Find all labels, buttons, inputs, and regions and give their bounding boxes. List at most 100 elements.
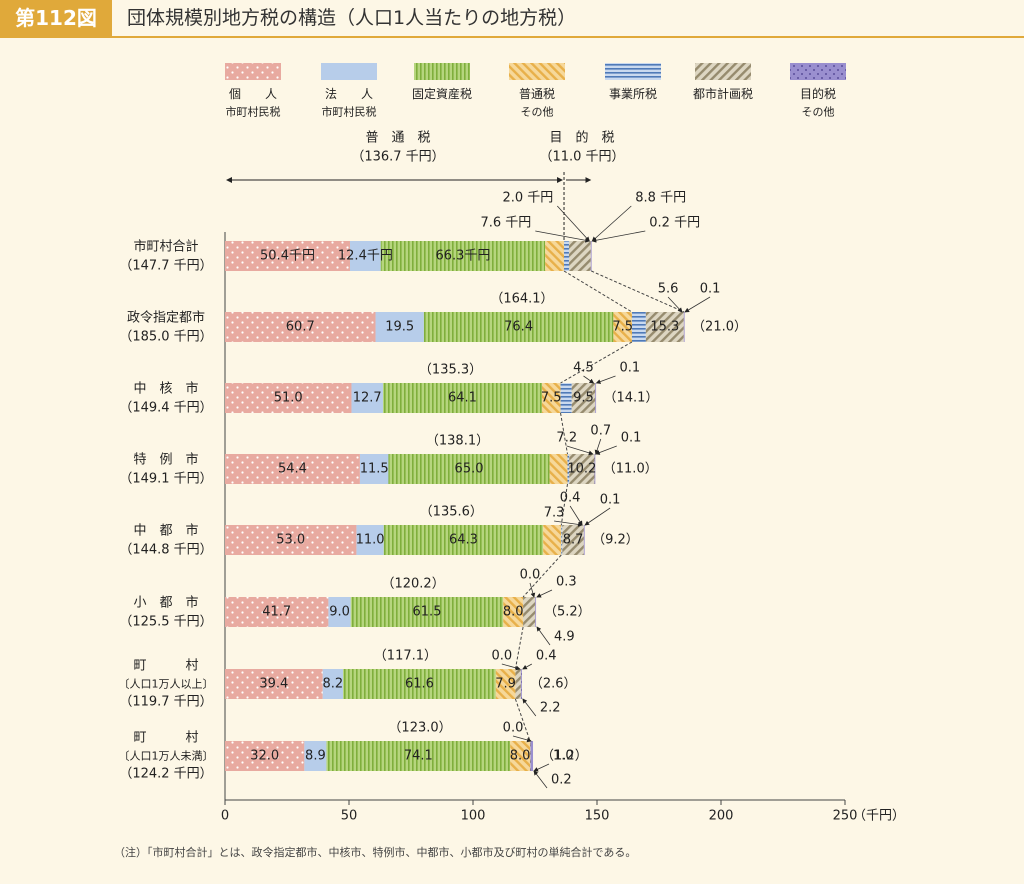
- boundary-connector: [514, 626, 524, 670]
- callout-leader: [583, 375, 595, 384]
- bar-other_purpose: [535, 597, 537, 627]
- bar-individual: [225, 312, 376, 342]
- callout-leader: [533, 770, 548, 789]
- bar-fixed_asset: [380, 241, 546, 271]
- bar-other_general: [549, 454, 568, 484]
- callout-label: 7.6 千円: [480, 216, 531, 231]
- general-tax-total: （138.1）: [426, 434, 489, 449]
- callout-label: 0.0: [492, 649, 513, 664]
- x-tick-label: 50: [341, 809, 358, 824]
- legend-label-other_purpose: 目的税: [800, 86, 836, 101]
- data-label-other_general: 7.9: [495, 677, 516, 692]
- data-label-corporate: 11.5: [360, 462, 389, 477]
- callout-leader: [591, 205, 632, 242]
- bar-other_general: [503, 597, 524, 627]
- bar-other_general: [545, 241, 565, 271]
- callout-label: 2.2: [540, 701, 561, 716]
- bar-corporate: [356, 525, 384, 555]
- callout-leader: [569, 505, 583, 526]
- annotation-layer: 50.4千円 12.4千円 66.3千円 市町村合計 （147.7 千円） 60.7 19.…: [119, 191, 747, 789]
- callout-leader: [595, 375, 616, 384]
- callout-leader: [501, 663, 521, 671]
- bar-individual: [225, 454, 360, 484]
- bar-city_planning: [645, 312, 684, 342]
- purpose-tax-total: （14.1）: [604, 391, 659, 406]
- data-label-fixed_asset: 65.0: [455, 462, 484, 477]
- boundary-connector: [522, 554, 562, 598]
- purpose-tax-total: （9.2）: [592, 533, 639, 548]
- callout-label: 0.7: [590, 424, 611, 439]
- boundary-connector: [560, 483, 568, 526]
- bar-individual: [225, 241, 350, 271]
- callout-label: 0.4: [536, 649, 557, 664]
- callout-label: 0.2: [551, 773, 572, 788]
- category-total-label: （149.4 千円）: [119, 401, 212, 416]
- bar-other_purpose: [530, 741, 534, 771]
- bar-fixed_asset: [383, 525, 544, 555]
- boundary-connector: [560, 412, 568, 455]
- callout-label: 0.0: [503, 721, 524, 736]
- legend-label-other_general: 普通税: [519, 87, 555, 101]
- x-tick-label: 0: [221, 809, 229, 824]
- data-label-corporate: 11.0: [356, 533, 385, 548]
- data-label-corporate: 12.7: [353, 391, 382, 406]
- data-label-corporate: 8.2: [323, 677, 344, 692]
- data-label-city_planning: 15.3: [650, 320, 679, 335]
- bar-business_office: [560, 383, 572, 413]
- boundary-connector: [514, 698, 531, 742]
- data-label-individual: 54.4: [278, 462, 307, 477]
- bar-city_planning: [562, 525, 584, 555]
- bar-fixed_asset: [388, 454, 550, 484]
- boundary-connector: [563, 270, 633, 313]
- general-span-name: 普 通 税: [365, 131, 430, 146]
- data-label-fixed_asset: 66.3千円: [435, 249, 490, 264]
- bar-other_purpose: [590, 241, 592, 271]
- bar-corporate: [349, 241, 381, 271]
- category-label: 中 都 市: [133, 523, 198, 539]
- category-total-label: （119.7 千円）: [119, 695, 212, 710]
- legend-sublabel-corporate: 市町村民税: [322, 105, 377, 119]
- legend-swatch-city_planning: [695, 63, 751, 80]
- bar-fixed_asset: [343, 669, 496, 699]
- category-label: 小 都 市: [133, 595, 198, 611]
- data-label-corporate: 19.5: [385, 320, 414, 335]
- legend-swatch-other_general: [509, 63, 565, 80]
- category-label: 特 例 市: [133, 452, 198, 468]
- data-label-other_general: 7.5: [612, 320, 633, 335]
- data-label-other_general: 8.0: [503, 605, 524, 620]
- bar-corporate: [351, 383, 383, 413]
- callout-label: 0.1: [621, 431, 642, 446]
- callout-label: 4.5: [573, 361, 594, 376]
- category-total-label: （149.1 千円）: [119, 472, 212, 487]
- bar-business_office: [567, 454, 570, 484]
- data-label-individual: 60.7: [286, 320, 315, 335]
- bar-other_purpose: [683, 312, 685, 342]
- callout-leader: [522, 698, 537, 717]
- callout-leader: [536, 589, 553, 598]
- purpose-tax-total: （11.0）: [603, 462, 658, 477]
- legend-sublabel-other_general: その他: [521, 106, 554, 119]
- bar-other_general: [495, 669, 516, 699]
- bar-other_purpose: [594, 454, 596, 484]
- category-label: 市町村合計: [133, 239, 198, 255]
- general-span-total: （136.7 千円）: [351, 150, 444, 165]
- callout-label: 2.0 千円: [502, 191, 553, 206]
- bar-fixed_asset: [350, 597, 504, 627]
- x-tick-label: 150: [585, 809, 610, 824]
- callout-label: 0.1: [700, 282, 721, 297]
- callout-leader: [667, 296, 683, 313]
- general-tax-total: （164.1）: [490, 292, 553, 307]
- category-sublabel: 〔人口1万人以上〕: [119, 678, 214, 691]
- bar-other_general: [510, 741, 531, 771]
- callout-leader: [591, 230, 646, 243]
- bar-business_office: [631, 312, 646, 342]
- footnote: （注）「市町村合計」とは、政令指定都市、中核市、特例市、中都市、小都市及び町村の…: [114, 846, 637, 859]
- general-tax-total: （117.1）: [374, 649, 437, 664]
- bar-business_office: [561, 525, 563, 555]
- callout-leader: [566, 445, 594, 456]
- legend-label-fixed_asset: 固定資産税: [412, 86, 472, 101]
- tax-category-span: 普 通 税 （136.7 千円） 目 的 税 （11.0 千円）: [226, 130, 625, 240]
- legend-sublabel-other_purpose: その他: [802, 106, 835, 119]
- purpose-tax-total: （2.6）: [530, 677, 577, 692]
